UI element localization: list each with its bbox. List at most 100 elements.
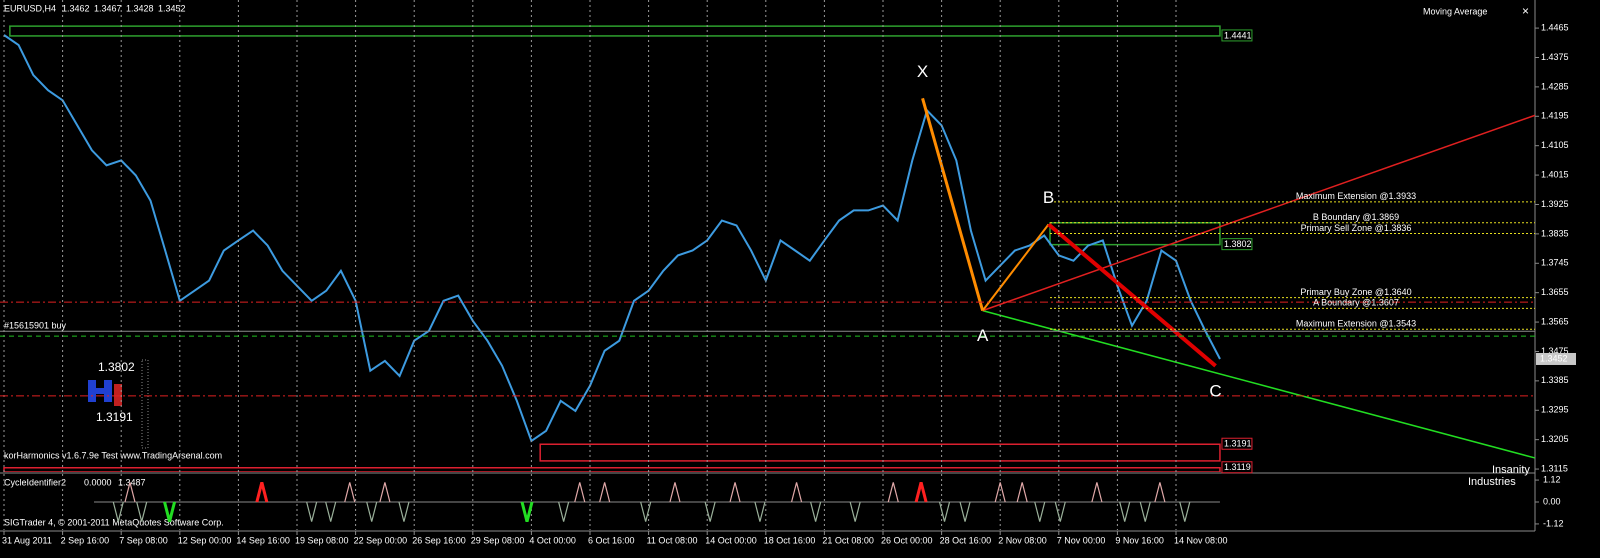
price-zone xyxy=(3,467,1221,472)
price-tag-label: 1.3452 xyxy=(1540,353,1568,363)
y-tick-label: 1.4465 xyxy=(1541,22,1569,32)
pattern-leg xyxy=(921,97,985,312)
y-tick-label: 0.00 xyxy=(1543,496,1561,506)
x-tick-label: 26 Sep 16:00 xyxy=(412,535,466,545)
price-tag xyxy=(1536,352,1576,365)
x-tick-label: 19 Sep 08:00 xyxy=(295,535,349,545)
zone-tag xyxy=(1221,461,1253,474)
indicator-title: CycleIdentifier2 xyxy=(4,477,66,487)
x-tick-label: 21 Oct 08:00 xyxy=(822,535,874,545)
trend-line xyxy=(982,114,1535,312)
zone-tag xyxy=(1221,437,1253,450)
y-tick-label: 1.4285 xyxy=(1541,81,1569,91)
y-tick-label: 1.4105 xyxy=(1541,140,1569,150)
y-tick-label: 1.4195 xyxy=(1541,111,1569,121)
cycle-signal xyxy=(136,501,148,522)
plot-area xyxy=(3,25,1535,472)
cycle-signal xyxy=(1154,482,1166,503)
y-tick-label: 1.3925 xyxy=(1541,199,1569,209)
x-tick-label: 2 Nov 08:00 xyxy=(998,535,1047,545)
watermark: Industries xyxy=(1468,476,1516,488)
cycle-signal xyxy=(306,501,318,522)
indicator-readout: 0.0000 xyxy=(84,477,112,487)
y-tick-label: 1.3565 xyxy=(1541,316,1569,326)
zone-tag xyxy=(1221,238,1253,251)
cycle-signal xyxy=(124,482,136,503)
y-tick-label: 1.4375 xyxy=(1541,52,1569,62)
y-tick-label: 1.3475 xyxy=(1541,346,1569,356)
price-zone xyxy=(539,443,1221,462)
cycle-signal xyxy=(366,501,378,522)
y-tick-label: 1.4015 xyxy=(1541,169,1569,179)
x-tick-label: 14 Oct 00:00 xyxy=(705,535,757,545)
y-tick-label: 1.3205 xyxy=(1541,434,1569,444)
pattern-point-label: C xyxy=(1209,381,1221,400)
trend-line xyxy=(982,309,1535,459)
close-button[interactable]: × xyxy=(1522,4,1529,18)
cycle-signal xyxy=(1139,501,1151,522)
pattern-leg xyxy=(981,223,1050,312)
cycle-signal xyxy=(887,482,899,503)
x-tick-label: 22 Sep 00:00 xyxy=(354,535,408,545)
cycle-signal xyxy=(325,501,337,522)
zone-label: 1.3119 xyxy=(1224,462,1251,472)
x-tick-label: 7 Nov 00:00 xyxy=(1057,535,1106,545)
harmonic-level-label: B Boundary @1.3869 xyxy=(1313,212,1399,222)
logo-shape xyxy=(114,384,122,406)
cycle-signal xyxy=(112,501,124,522)
cycle-signal xyxy=(704,501,716,522)
cycle-signal xyxy=(640,501,652,522)
x-tick-label: 14 Sep 16:00 xyxy=(236,535,290,545)
x-tick-label: 29 Sep 08:00 xyxy=(471,535,525,545)
cycle-signal xyxy=(599,482,611,503)
x-tick-label: 2 Sep 16:00 xyxy=(61,535,110,545)
cycle-signal xyxy=(994,482,1006,503)
overlay-value: 1.3802 xyxy=(98,360,135,374)
harmonic-level-label: A Boundary @1.3607 xyxy=(1313,298,1399,308)
indicator-readout: 1.3487 xyxy=(118,477,146,487)
zone-label: 1.3191 xyxy=(1224,439,1252,449)
y-tick-label: 1.3745 xyxy=(1541,258,1569,268)
cycle-signal xyxy=(1091,482,1103,503)
x-tick-label: 7 Sep 08:00 xyxy=(119,535,168,545)
watermark: Insanity xyxy=(1492,464,1530,476)
cycle-signal xyxy=(520,501,534,522)
cycle-signal xyxy=(163,501,176,522)
order-label: #15615901 buy xyxy=(4,321,67,331)
x-tick-label: 11 Oct 08:00 xyxy=(647,535,698,545)
logo-gauge xyxy=(141,359,149,449)
pattern-point-label: A xyxy=(977,326,989,345)
x-tick-label: 6 Oct 16:00 xyxy=(588,535,635,545)
logo-shape xyxy=(104,380,112,402)
y-tick-label: 1.3115 xyxy=(1541,463,1568,473)
harmonic-level-label: Maximum Extension @1.3933 xyxy=(1296,191,1416,201)
cycle-signal xyxy=(574,482,586,503)
cycle-signal xyxy=(669,482,681,503)
quote-value: 1.3428 xyxy=(126,3,154,13)
logo-shape xyxy=(96,388,104,394)
harmonic-level-label: Primary Sell Zone @1.3836 xyxy=(1301,223,1412,233)
zone-label: 1.3802 xyxy=(1224,239,1252,249)
zone-label: 1.4441 xyxy=(1224,30,1252,40)
quote-value: 1.3452 xyxy=(158,3,186,13)
indicator-name: Moving Average xyxy=(1423,6,1487,16)
cycle-signal xyxy=(255,482,269,503)
x-tick-label: 26 Oct 00:00 xyxy=(881,535,933,545)
y-tick-label: 1.12 xyxy=(1543,474,1561,484)
chart-title: EURUSD,H4 xyxy=(4,3,56,13)
quote-value: 1.3467 xyxy=(94,3,122,13)
x-tick-label: 18 Oct 16:00 xyxy=(764,535,816,545)
footer: SIGTrader 4, © 2001-2011 MetaQuotes Soft… xyxy=(4,517,224,527)
x-tick-label: 31 Aug 2011 xyxy=(2,535,52,545)
pattern-point-label: B xyxy=(1043,188,1054,207)
x-tick-label: 4 Oct 00:00 xyxy=(529,535,576,545)
x-tick-label: 9 Nov 16:00 xyxy=(1115,535,1164,545)
cycle-signal xyxy=(1016,482,1028,503)
zone-tag xyxy=(1221,29,1253,42)
y-tick-label: 1.3385 xyxy=(1541,375,1569,385)
indicator-annotation: korHarmonics v1.6.7.9e Test www.TradingA… xyxy=(4,450,222,460)
pattern-leg xyxy=(1047,222,1217,368)
cycle-signal xyxy=(790,482,803,503)
cycle-signal xyxy=(729,482,741,503)
